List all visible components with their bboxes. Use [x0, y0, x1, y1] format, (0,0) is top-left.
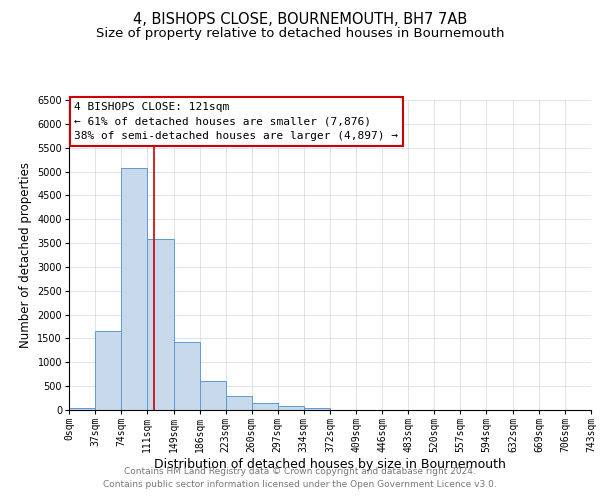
Text: Size of property relative to detached houses in Bournemouth: Size of property relative to detached ho… [96, 28, 504, 40]
Bar [226, 396, 251, 410]
Bar [69, 408, 95, 410]
X-axis label: Distribution of detached houses by size in Bournemouth: Distribution of detached houses by size … [154, 458, 506, 471]
Bar [95, 332, 121, 410]
Bar [121, 168, 147, 410]
Bar [173, 342, 200, 410]
Bar [278, 406, 304, 410]
Bar [147, 240, 173, 410]
Text: 4, BISHOPS CLOSE, BOURNEMOUTH, BH7 7AB: 4, BISHOPS CLOSE, BOURNEMOUTH, BH7 7AB [133, 12, 467, 28]
Bar [251, 403, 278, 410]
Text: Contains HM Land Registry data © Crown copyright and database right 2024.: Contains HM Land Registry data © Crown c… [124, 467, 476, 476]
Bar [304, 408, 331, 410]
Text: 4 BISHOPS CLOSE: 121sqm
← 61% of detached houses are smaller (7,876)
38% of semi: 4 BISHOPS CLOSE: 121sqm ← 61% of detache… [74, 102, 398, 141]
Y-axis label: Number of detached properties: Number of detached properties [19, 162, 32, 348]
Bar [200, 381, 226, 410]
Text: Contains public sector information licensed under the Open Government Licence v3: Contains public sector information licen… [103, 480, 497, 489]
